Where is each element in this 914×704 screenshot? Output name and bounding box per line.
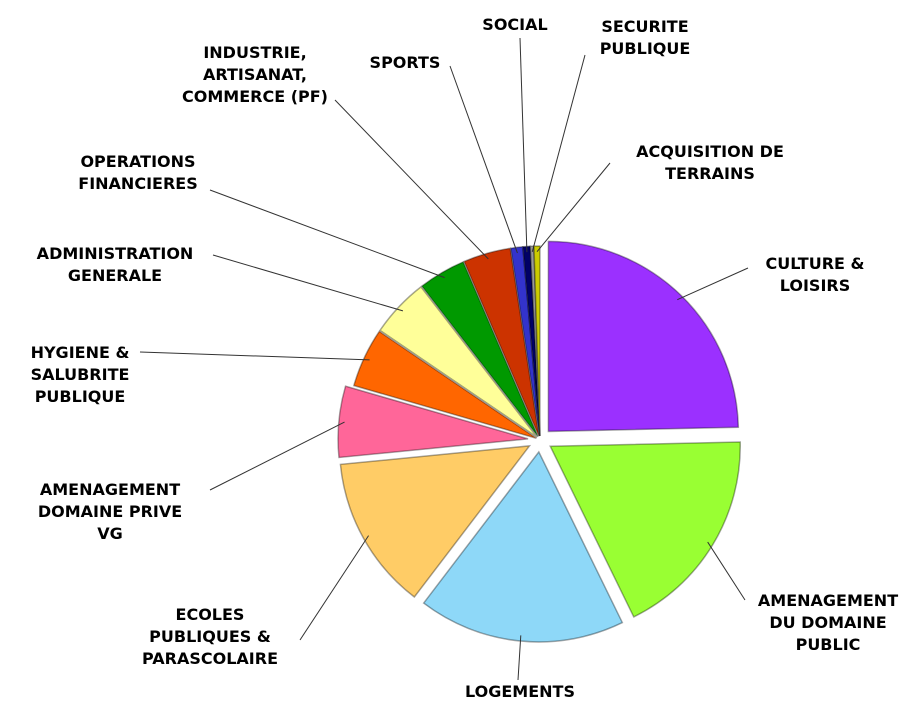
- pie-slice: [339, 444, 532, 599]
- pie-slice: [378, 285, 538, 438]
- slice-label: LOGEMENTS: [465, 682, 575, 701]
- pie-slice: [547, 240, 740, 433]
- pie-slice: [533, 245, 541, 437]
- slice-label: ECOLES PUBLIQUES & PARASCOLAIRE: [142, 605, 278, 668]
- slice-label: OPERATIONS FINANCIERES: [78, 152, 198, 193]
- pie-slice: [352, 330, 537, 440]
- slice-label: ADMINISTRATION GENERALE: [36, 244, 194, 285]
- pie-slice: [337, 385, 529, 459]
- slice-label: AMENAGEMENT DOMAINE PRIVE VG: [37, 480, 183, 543]
- slice-label: CULTURE & LOISIRS: [765, 254, 865, 295]
- leader-line: [536, 162, 611, 253]
- slice-label: SOCIAL: [482, 15, 548, 34]
- pie-slice: [549, 441, 741, 618]
- leader-line: [334, 99, 489, 260]
- leader-line: [677, 267, 749, 301]
- leader-line: [449, 65, 518, 254]
- leader-line: [209, 189, 445, 279]
- slice-label: HYGIENE & SALUBRITE PUBLIQUE: [30, 343, 130, 406]
- leader-line: [299, 535, 369, 641]
- leader-line: [517, 635, 522, 681]
- leader-line: [519, 37, 528, 253]
- leader-line: [139, 351, 370, 361]
- leader-line: [209, 421, 345, 491]
- pie-slice: [420, 260, 539, 438]
- leader-line: [531, 54, 586, 252]
- slice-label: AMENAGEMENT DU DOMAINE PUBLIC: [757, 591, 899, 654]
- slice-label: SECURITE PUBLIQUE: [599, 17, 691, 58]
- pie-slice: [463, 247, 540, 437]
- pie-slice: [509, 245, 541, 437]
- slice-label: ACQUISITION DE TERRAINS: [636, 142, 784, 183]
- slice-label: INDUSTRIE, ARTISANAT, COMMERCE (PF): [182, 43, 328, 106]
- leader-line: [212, 254, 404, 312]
- slice-label: SPORTS: [369, 53, 441, 72]
- leader-line: [707, 541, 746, 601]
